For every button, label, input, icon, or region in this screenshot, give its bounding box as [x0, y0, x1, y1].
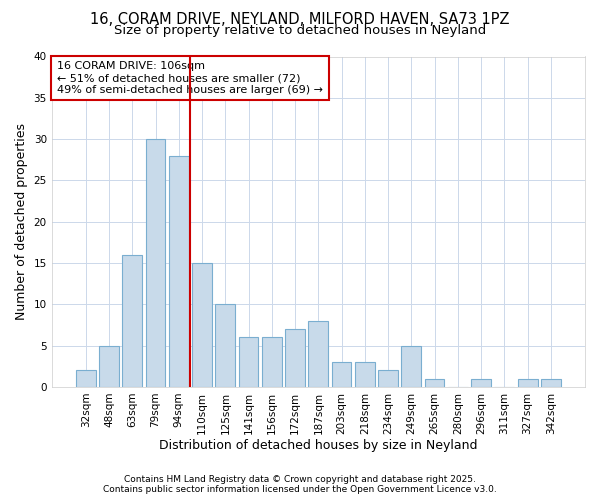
Bar — [215, 304, 235, 387]
Bar — [122, 255, 142, 387]
Bar — [378, 370, 398, 387]
Bar — [541, 378, 561, 387]
Bar — [285, 329, 305, 387]
Text: 16, CORAM DRIVE, NEYLAND, MILFORD HAVEN, SA73 1PZ: 16, CORAM DRIVE, NEYLAND, MILFORD HAVEN,… — [90, 12, 510, 28]
Bar — [76, 370, 95, 387]
Bar — [146, 139, 166, 387]
Bar — [471, 378, 491, 387]
Bar — [239, 338, 259, 387]
Bar — [99, 346, 119, 387]
Bar — [425, 378, 445, 387]
Text: Contains HM Land Registry data © Crown copyright and database right 2025.
Contai: Contains HM Land Registry data © Crown c… — [103, 474, 497, 494]
Bar — [401, 346, 421, 387]
Bar — [169, 156, 188, 387]
X-axis label: Distribution of detached houses by size in Neyland: Distribution of detached houses by size … — [159, 440, 478, 452]
Bar — [192, 263, 212, 387]
Y-axis label: Number of detached properties: Number of detached properties — [15, 123, 28, 320]
Text: Size of property relative to detached houses in Neyland: Size of property relative to detached ho… — [114, 24, 486, 37]
Bar — [308, 321, 328, 387]
Bar — [262, 338, 282, 387]
Bar — [518, 378, 538, 387]
Text: 16 CORAM DRIVE: 106sqm
← 51% of detached houses are smaller (72)
49% of semi-det: 16 CORAM DRIVE: 106sqm ← 51% of detached… — [57, 62, 323, 94]
Bar — [355, 362, 375, 387]
Bar — [332, 362, 352, 387]
